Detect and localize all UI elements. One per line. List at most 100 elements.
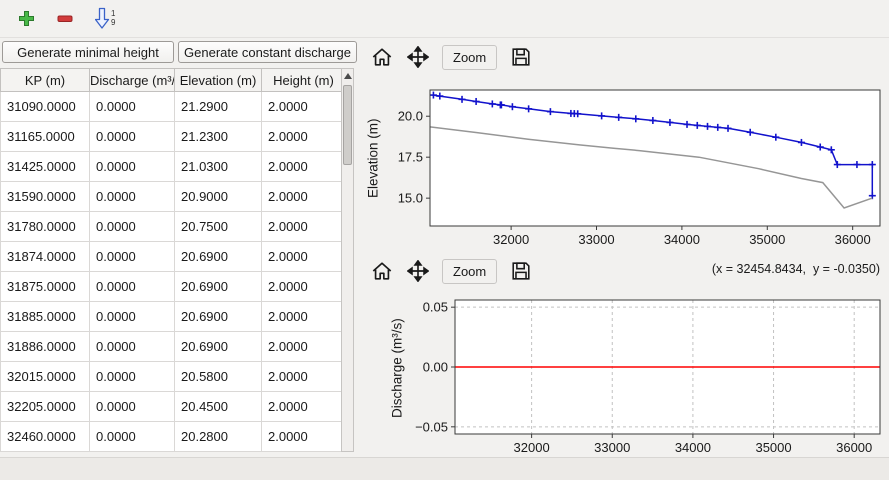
table-cell[interactable]: 0.0000 [89, 211, 175, 242]
table-row: 31090.0000 0.0000 21.2900 2.0000 [0, 91, 346, 122]
generate-minimal-height-button[interactable]: Generate minimal height [2, 41, 174, 63]
generate-constant-discharge-button[interactable]: Generate constant discharge [178, 41, 357, 63]
table-cell[interactable]: 20.9000 [174, 181, 262, 212]
pan-icon [407, 260, 429, 282]
table-cell[interactable]: 20.6900 [174, 271, 262, 302]
table-cell[interactable]: 31780.0000 [0, 211, 90, 242]
table-cell[interactable]: 0.0000 [89, 331, 175, 362]
table-cell[interactable]: 0.0000 [89, 301, 175, 332]
table-cell[interactable]: 32015.0000 [0, 361, 90, 392]
table-cell[interactable]: 2.0000 [261, 421, 346, 452]
save-button[interactable] [509, 259, 533, 283]
table-cell[interactable]: 2.0000 [261, 151, 346, 182]
table-row: 32015.0000 0.0000 20.5800 2.0000 [0, 361, 346, 392]
table-cell[interactable]: 2.0000 [261, 271, 346, 302]
table-cell[interactable]: 31886.0000 [0, 331, 90, 362]
home-button[interactable] [370, 259, 394, 283]
column-header-2[interactable]: Elevation (m) [174, 68, 262, 92]
table-row: 32205.0000 0.0000 20.4500 2.0000 [0, 391, 346, 422]
home-icon [372, 262, 392, 280]
table-cell[interactable]: 31590.0000 [0, 181, 90, 212]
table-cell[interactable]: 2.0000 [261, 91, 346, 122]
scroll-up-icon[interactable] [343, 73, 352, 79]
table-scrollbar[interactable] [341, 68, 354, 452]
table-cell[interactable]: 0.0000 [89, 421, 175, 452]
remove-row-button[interactable] [55, 8, 75, 29]
x-tick-label: 33000 [578, 232, 614, 247]
table-cell[interactable]: 31885.0000 [0, 301, 90, 332]
x-tick-label: 33000 [594, 440, 630, 455]
discharge-chart[interactable]: 32000 33000 34000 35000 36000 −0.05 0.00 0.05 [362, 292, 889, 464]
table-cell[interactable]: 20.6900 [174, 331, 262, 362]
table-cell[interactable]: 31090.0000 [0, 91, 90, 122]
zoom-button[interactable]: Zoom [442, 258, 498, 284]
sort-digits: 1 9 [111, 9, 115, 27]
table-cell[interactable]: 20.5800 [174, 361, 262, 392]
table-cell[interactable]: 0.0000 [89, 391, 175, 422]
table-cell[interactable]: 32460.0000 [0, 421, 90, 452]
table-cell[interactable]: 0.0000 [89, 271, 175, 302]
elevation-chart[interactable]: 32000 33000 34000 35000 36000 15.0 17.5 20.0 [362, 80, 889, 252]
table-cell[interactable]: 31165.0000 [0, 121, 90, 152]
table-cell[interactable]: 2.0000 [261, 361, 346, 392]
column-header-0[interactable]: KP (m) [0, 68, 90, 92]
pan-button[interactable] [406, 45, 430, 69]
table-cell[interactable]: 2.0000 [261, 301, 346, 332]
table-header-row: KP (m)Discharge (m³/s)Elevation (m)Heigh… [0, 68, 346, 92]
table-cell[interactable]: 20.6900 [174, 241, 262, 272]
table-cell[interactable]: 20.6900 [174, 301, 262, 332]
table-cell[interactable]: 21.2300 [174, 121, 262, 152]
column-header-1[interactable]: Discharge (m³/s) [89, 68, 175, 92]
table-cell[interactable]: 31425.0000 [0, 151, 90, 182]
table-cell[interactable]: 31875.0000 [0, 271, 90, 302]
discharge-chart-toolbar: Zoom [370, 256, 533, 286]
table-cell[interactable]: 2.0000 [261, 241, 346, 272]
table-cell[interactable]: 21.2900 [174, 91, 262, 122]
y-tick-label: 20.0 [398, 109, 423, 124]
pan-icon [407, 46, 429, 68]
table-cell[interactable]: 2.0000 [261, 211, 346, 242]
table-cell[interactable]: 0.0000 [89, 181, 175, 212]
table-cell[interactable]: 20.7500 [174, 211, 262, 242]
table-cell[interactable]: 2.0000 [261, 181, 346, 212]
add-row-button[interactable] [16, 8, 37, 29]
x-tick-label: 35000 [749, 232, 785, 247]
table-cell[interactable]: 2.0000 [261, 331, 346, 362]
sort-rows-button[interactable]: 1 9 [93, 5, 117, 32]
y-tick-label: 17.5 [398, 150, 423, 165]
charts-panel: Zoom Elevation (m) 32000 33000 34000 35000 3… [362, 38, 889, 480]
table-cell[interactable]: 0.0000 [89, 91, 175, 122]
pan-button[interactable] [406, 259, 430, 283]
x-tick-label: 36000 [836, 440, 872, 455]
table-cell[interactable]: 20.4500 [174, 391, 262, 422]
axes-frame [429, 89, 881, 227]
table-cell[interactable]: 0.0000 [89, 151, 175, 182]
sort-down-arrow-icon [95, 7, 110, 29]
x-tick-label: 34000 [675, 440, 711, 455]
table-cell[interactable]: 31874.0000 [0, 241, 90, 272]
home-button[interactable] [370, 45, 394, 69]
boundary-table: KP (m)Discharge (m³/s)Elevation (m)Heigh… [0, 68, 346, 452]
table-cell[interactable]: 32205.0000 [0, 391, 90, 422]
table-cell[interactable]: 20.2800 [174, 421, 262, 452]
table-cell[interactable]: 0.0000 [89, 241, 175, 272]
main-toolbar: 1 9 [0, 0, 889, 38]
table-cell[interactable]: 0.0000 [89, 361, 175, 392]
save-button[interactable] [509, 45, 533, 69]
zoom-button[interactable]: Zoom [442, 44, 498, 70]
table-cell[interactable]: 0.0000 [89, 121, 175, 152]
table-cell[interactable]: 2.0000 [261, 391, 346, 422]
column-header-3[interactable]: Height (m) [261, 68, 346, 92]
cursor-coordinates-readout: (x = 32454.8434, y = -0.0350) [711, 262, 880, 276]
save-icon [512, 262, 530, 280]
table-cell[interactable]: 2.0000 [261, 121, 346, 152]
sort-digit-top: 1 [111, 9, 116, 18]
x-tick-label: 35000 [755, 440, 791, 455]
plus-icon [19, 11, 34, 26]
y-tick-label: 15.0 [398, 191, 423, 206]
table-cell[interactable]: 21.0300 [174, 151, 262, 182]
table-row: 31165.0000 0.0000 21.2300 2.0000 [0, 121, 346, 152]
scrollbar-thumb[interactable] [343, 85, 352, 165]
minus-icon [57, 15, 73, 22]
